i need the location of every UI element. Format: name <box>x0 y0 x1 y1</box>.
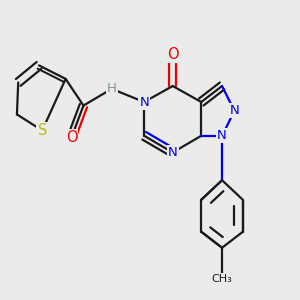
Text: S: S <box>38 123 47 138</box>
Text: CH₃: CH₃ <box>212 274 232 284</box>
Text: O: O <box>66 130 77 145</box>
Text: O: O <box>167 46 178 62</box>
Text: N: N <box>139 95 149 109</box>
Text: N: N <box>217 129 227 142</box>
Text: N: N <box>230 104 239 117</box>
Text: N: N <box>168 146 178 159</box>
Text: H: H <box>107 82 117 95</box>
